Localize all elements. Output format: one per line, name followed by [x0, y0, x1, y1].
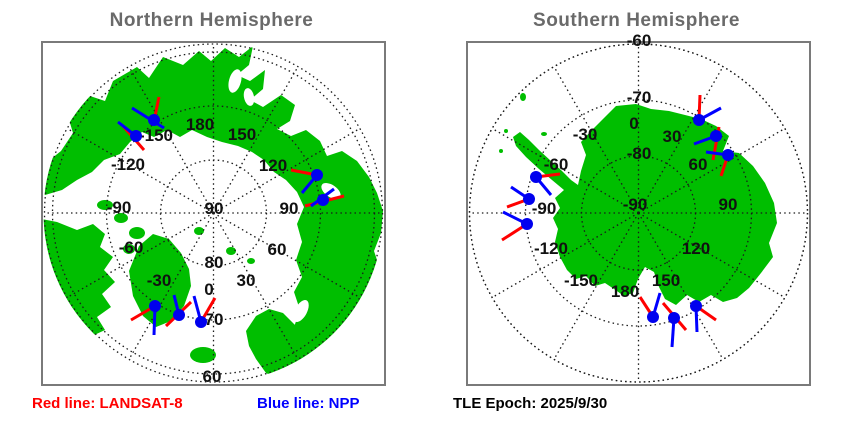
latitude-label: -80: [627, 144, 652, 163]
longitude-label: -30: [147, 271, 172, 290]
north-graticule: [43, 43, 384, 383]
sea-inlet: [293, 300, 309, 322]
land-island: [129, 227, 145, 239]
longitude-label: 30: [237, 271, 256, 290]
longitude-label: -150: [139, 126, 173, 145]
land-island: [123, 244, 135, 254]
land-island: [194, 227, 204, 235]
latitude-label: 70: [205, 310, 224, 329]
longitude-label: 120: [259, 156, 287, 175]
satellite-marker: [173, 309, 185, 321]
longitude-label: 90: [719, 195, 738, 214]
longitude-label: -90: [107, 198, 132, 217]
south-map-panel: -60 -70 -80 -90 0 30 60 90 120 150 180 -150 -120 -90 -…: [466, 31, 811, 386]
land-scandinavia: [246, 309, 306, 379]
longitude-label: 150: [228, 125, 256, 144]
map-boundary-ring: [43, 43, 384, 383]
latitude-label: 60: [203, 367, 222, 386]
longitude-label: 60: [268, 240, 287, 259]
land-island: [247, 258, 255, 264]
north-map-panel: 90 80 70 60 180 150 120 90 60 30 0 -30 -60 -90 -120 -15…: [41, 41, 386, 386]
satellite-marker: [148, 114, 160, 126]
land-island: [226, 247, 236, 255]
land-island: [139, 257, 153, 267]
longitude-label: 30: [663, 127, 682, 146]
map-boundary-ring: [468, 43, 809, 383]
land-iceland: [190, 347, 216, 363]
longitude-label: 90: [280, 199, 299, 218]
latitude-label: -70: [627, 88, 652, 107]
land-antarctica: [513, 104, 777, 305]
longitude-label: 120: [682, 239, 710, 258]
longitude-label: -90: [532, 199, 557, 218]
land-island: [520, 93, 526, 101]
satellite-marker: [530, 171, 542, 183]
longitude-label: 60: [689, 155, 708, 174]
satellite-marker: [710, 130, 722, 142]
satellite-marker: [690, 300, 702, 312]
south-satellites: [501, 94, 734, 348]
tle-epoch-label: TLE Epoch: 2025/9/30: [453, 395, 608, 412]
longitude-label: 0: [629, 114, 638, 133]
satellite-marker: [311, 169, 323, 181]
land-north-america: [43, 217, 115, 373]
latitude-label: -60: [627, 31, 652, 50]
longitude-label: 180: [611, 282, 639, 301]
north-map-title: Northern Hemisphere: [109, 10, 314, 31]
longitude-label: -30: [573, 125, 598, 144]
satellite-marker: [521, 218, 533, 230]
longitude-label: -150: [564, 271, 598, 290]
latitude-ring: [105, 105, 322, 321]
longitude-label: -120: [534, 239, 568, 258]
satellite-marker: [317, 194, 329, 206]
longitude-label: -60: [119, 238, 144, 257]
latitude-label: -90: [623, 195, 648, 214]
land-island: [504, 129, 508, 133]
south-graticule: [468, 43, 809, 383]
land-island: [499, 149, 503, 153]
longitude-label: -60: [544, 155, 569, 174]
satellite-marker: [523, 193, 535, 205]
latitude-label: 80: [205, 253, 224, 272]
satellite-marker: [647, 311, 659, 323]
land-island: [136, 279, 148, 289]
land-island: [154, 271, 166, 279]
north-satellites: [117, 96, 345, 336]
satellite-marker: [149, 300, 161, 312]
longitude-label: 150: [652, 271, 680, 290]
longitude-label: 180: [186, 115, 214, 134]
land-island: [97, 200, 113, 210]
satellite-marker: [195, 316, 207, 328]
land-island: [541, 132, 547, 136]
longitude-label: 0: [204, 280, 213, 299]
satellite-marker: [722, 149, 734, 161]
satellite-marker: [668, 312, 680, 324]
south-land-group: [499, 93, 777, 305]
legend-row: Red line: LANDSAT-8 Blue line: NPP TLE E…: [0, 395, 850, 417]
south-map-title: Southern Hemisphere: [533, 10, 740, 31]
north-land-group: [43, 46, 383, 383]
legend-npp: Blue line: NPP: [257, 395, 360, 412]
longitude-label: -120: [111, 155, 145, 174]
land-eurasia: [43, 46, 383, 383]
legend-landsat8: Red line: LANDSAT-8: [32, 395, 183, 412]
sea-inlet: [243, 88, 255, 106]
sea-inlet: [228, 69, 242, 93]
land-island: [114, 213, 128, 223]
satellite-marker: [693, 114, 705, 126]
satellite-marker: [130, 130, 142, 142]
latitude-label: 90: [205, 199, 224, 218]
npp-track-line: [131, 106, 165, 130]
